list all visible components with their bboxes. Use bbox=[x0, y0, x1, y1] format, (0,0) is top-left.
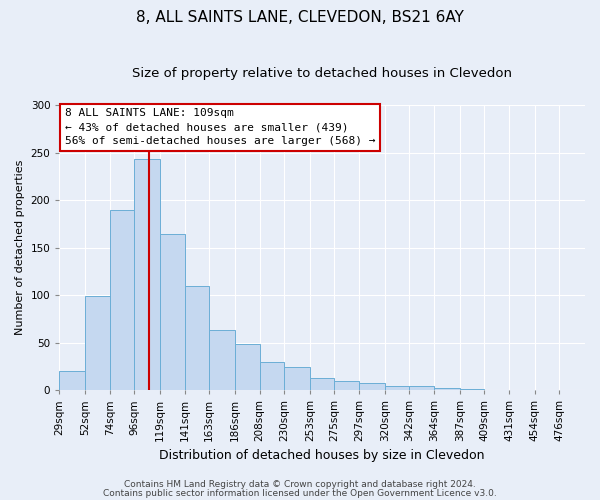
Text: 8 ALL SAINTS LANE: 109sqm
← 43% of detached houses are smaller (439)
56% of semi: 8 ALL SAINTS LANE: 109sqm ← 43% of detac… bbox=[65, 108, 375, 146]
X-axis label: Distribution of detached houses by size in Clevedon: Distribution of detached houses by size … bbox=[160, 450, 485, 462]
Text: 8, ALL SAINTS LANE, CLEVEDON, BS21 6AY: 8, ALL SAINTS LANE, CLEVEDON, BS21 6AY bbox=[136, 10, 464, 25]
Bar bbox=[284, 367, 310, 390]
Bar bbox=[134, 160, 160, 390]
Bar bbox=[385, 386, 409, 390]
Bar bbox=[409, 386, 434, 390]
Bar bbox=[310, 378, 334, 390]
Bar bbox=[460, 389, 484, 390]
Text: Contains HM Land Registry data © Crown copyright and database right 2024.: Contains HM Land Registry data © Crown c… bbox=[124, 480, 476, 489]
Bar bbox=[260, 362, 284, 390]
Bar bbox=[59, 371, 85, 390]
Y-axis label: Number of detached properties: Number of detached properties bbox=[15, 160, 25, 336]
Title: Size of property relative to detached houses in Clevedon: Size of property relative to detached ho… bbox=[132, 68, 512, 80]
Bar bbox=[185, 286, 209, 390]
Bar bbox=[160, 234, 185, 390]
Bar bbox=[434, 388, 460, 390]
Bar bbox=[359, 384, 385, 390]
Bar bbox=[209, 330, 235, 390]
Bar bbox=[85, 296, 110, 390]
Text: Contains public sector information licensed under the Open Government Licence v3: Contains public sector information licen… bbox=[103, 488, 497, 498]
Bar bbox=[235, 344, 260, 390]
Bar bbox=[334, 380, 359, 390]
Bar bbox=[110, 210, 134, 390]
